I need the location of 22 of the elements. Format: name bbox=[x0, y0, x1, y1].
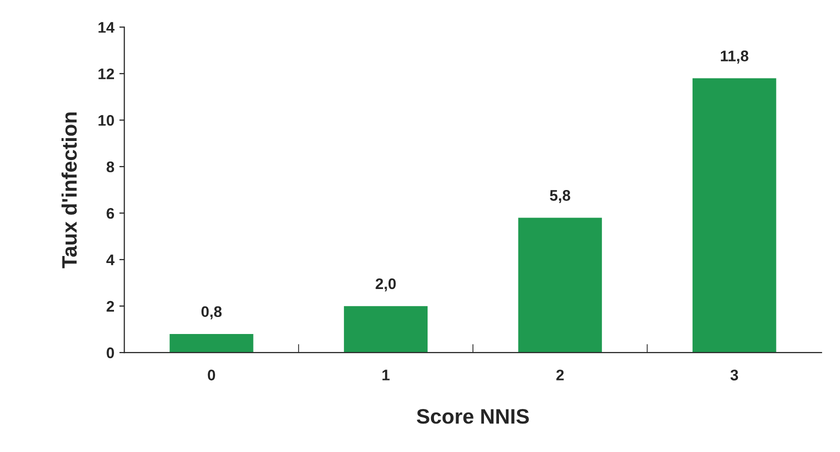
y-axis-title: Taux d'infection bbox=[62, 112, 77, 268]
x-tick-label: 2 bbox=[556, 370, 564, 380]
bar bbox=[692, 78, 776, 353]
y-tick-label: 12 bbox=[98, 68, 114, 80]
bar bbox=[518, 218, 602, 353]
data-label: 0,8 bbox=[201, 306, 222, 320]
bar bbox=[344, 306, 428, 353]
bar bbox=[170, 334, 254, 353]
y-tick-label: 4 bbox=[106, 254, 115, 266]
y-tick-label: 6 bbox=[106, 208, 114, 219]
x-tick-label: 0 bbox=[208, 370, 216, 380]
y-tick-label: 2 bbox=[106, 300, 114, 312]
x-tick-label: 1 bbox=[382, 370, 390, 380]
x-tick-label: 3 bbox=[730, 370, 738, 380]
data-label: 5,8 bbox=[550, 190, 570, 204]
y-tick-label: 10 bbox=[98, 114, 114, 126]
y-tick-label: 0 bbox=[106, 347, 114, 358]
y-tick-label: 8 bbox=[106, 161, 114, 172]
y-tick-label: 14 bbox=[98, 22, 115, 33]
data-label: 11,8 bbox=[720, 50, 748, 64]
data-label: 2,0 bbox=[376, 278, 396, 292]
x-axis-title: Score NNIS bbox=[416, 409, 529, 424]
